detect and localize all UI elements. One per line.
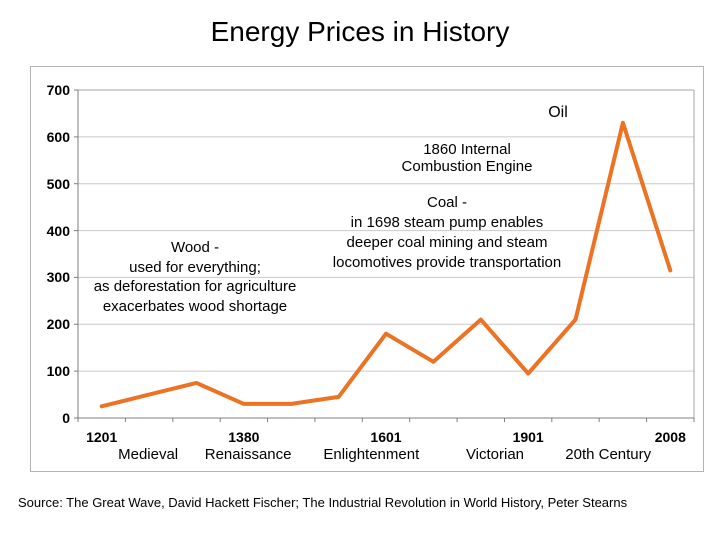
era-label: Medieval [118, 446, 179, 463]
price-line [99, 120, 673, 409]
y-axis-tick-label: 600 [46, 128, 70, 145]
x-axis-tick-label: 1380 [228, 429, 260, 445]
chart-title: Energy Prices in History [210, 16, 510, 47]
era-label: Renaissance [204, 446, 292, 463]
annotation-wood: Wood - used for everything; as deforesta… [93, 239, 297, 315]
y-axis-tick-label: 200 [46, 316, 70, 333]
y-axis-tick-label: 0 [62, 410, 70, 426]
x-axis-tick-label: 1201 [86, 429, 118, 445]
y-axis-tick-label: 700 [46, 82, 70, 98]
y-axis-tick-label: 400 [46, 222, 70, 239]
era-label: 20th Century [565, 446, 652, 463]
x-axis-tick-label: 2008 [654, 429, 686, 445]
chart-frame [30, 66, 704, 472]
source-citation: Source: The Great Wave, David Hackett Fi… [18, 495, 628, 510]
x-axis-tick-label: 1601 [370, 429, 402, 445]
annotation-coal: Coal - in 1698 steam pump enables deeper… [332, 194, 562, 271]
annotation-oil: Oil [548, 104, 568, 121]
era-label: Victorian [465, 446, 525, 463]
era-label: Enlightenment [323, 446, 420, 463]
x-axis-tick-label: 1901 [512, 429, 544, 445]
y-axis-tick-label: 300 [46, 269, 70, 286]
y-axis-tick-label: 500 [46, 175, 70, 192]
y-axis-tick-label: 100 [46, 363, 70, 380]
annotation-combustion-engine: 1860 Internal Combustion Engine [401, 141, 533, 175]
